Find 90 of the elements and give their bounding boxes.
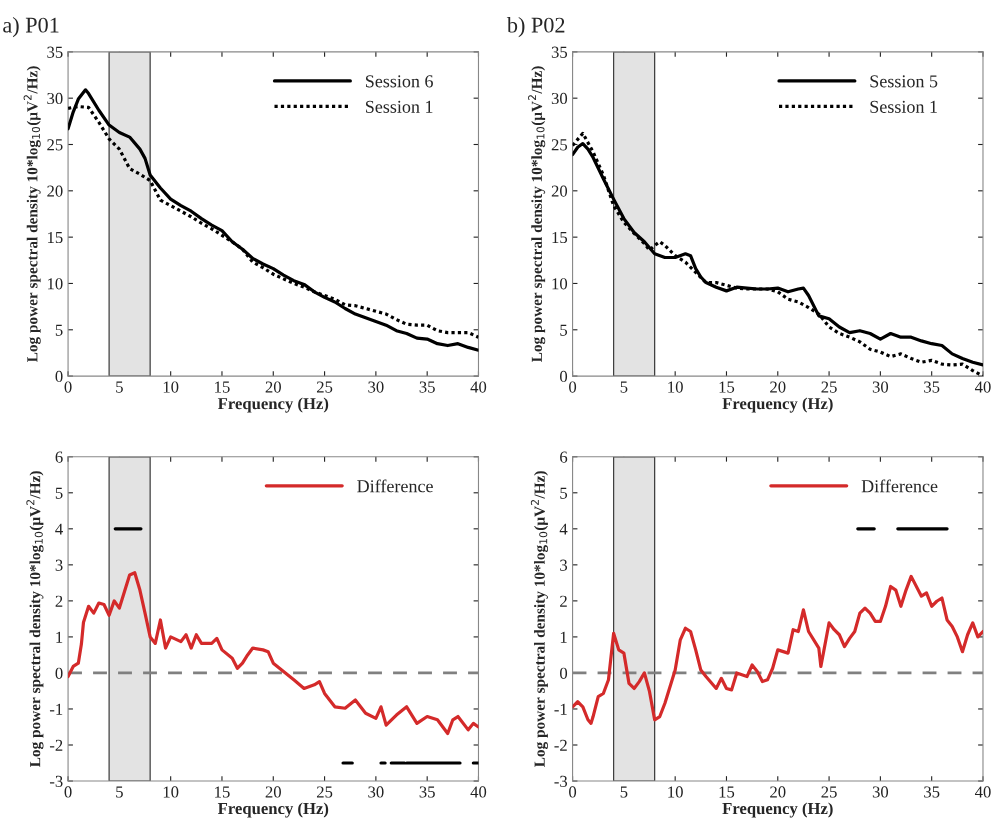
y-tick-label: -3 (554, 775, 568, 787)
y-axis-title: Log power spectral density 10*log$_{10}$(μV$^{2}$/Hz) (23, 66, 41, 363)
chart-title: a) P01 (3, 16, 59, 38)
y-tick-label: 10 (48, 278, 63, 290)
y-tick-label: 0 (560, 667, 568, 679)
x-tick-label: 35 (924, 786, 940, 798)
y-tick-label: 5 (55, 324, 63, 336)
legend-label: Difference (357, 479, 433, 493)
y-tick-label: 0 (55, 667, 63, 679)
y-axis-title: Log power spectral density 10*log$_{10}$(μV$^{2}$/Hz) (530, 471, 549, 767)
x-axis-title: Frequency (Hz) (722, 397, 833, 413)
y-tick-label: 20 (551, 185, 568, 197)
x-tick-label: 0 (569, 786, 577, 798)
y-tick-label: 4 (55, 523, 63, 535)
x-axis-title: Frequency (Hz) (217, 802, 329, 818)
y-tick-label: 2 (560, 595, 567, 607)
y-tick-label: 5 (560, 487, 568, 499)
y-tick-label: -2 (554, 739, 567, 751)
y-tick-label: 3 (55, 559, 63, 571)
y-tick-label: 10 (552, 278, 568, 290)
y-tick-label: -1 (49, 703, 63, 715)
x-tick-label: 20 (265, 381, 281, 393)
y-tick-label: 4 (559, 523, 568, 535)
x-tick-label: 25 (821, 786, 837, 798)
x-tick-label: 0 (569, 381, 577, 393)
y-tick-label: 15 (552, 231, 568, 244)
y-tick-label: 30 (551, 92, 568, 105)
y-axis-title: Log power spectral density 10*log$_{10}$(μV$^{2}$/Hz) (26, 471, 44, 767)
x-tick-label: 10 (163, 381, 179, 393)
y-tick-label: 0 (560, 370, 568, 383)
x-tick-label: 15 (215, 381, 230, 393)
y-tick-label: 20 (47, 185, 63, 197)
chart-title: b) P02 (506, 16, 565, 38)
x-tick-label: 40 (974, 381, 991, 393)
y-tick-label: 1 (56, 631, 63, 643)
x-tick-label: 15 (719, 381, 735, 393)
y-tick-label: 1 (560, 631, 567, 643)
x-tick-label: 30 (368, 786, 384, 798)
x-tick-label: 30 (368, 381, 384, 393)
x-tick-label: 0 (64, 381, 72, 393)
y-tick-label: 5 (560, 324, 568, 336)
x-tick-label: 25 (316, 381, 333, 393)
y-tick-label: 2 (55, 595, 63, 607)
y-tick-label: 25 (551, 139, 568, 151)
x-tick-label: 15 (215, 786, 230, 798)
y-tick-label: 15 (48, 231, 63, 244)
x-tick-label: 5 (116, 786, 123, 798)
x-tick-label: 35 (419, 786, 435, 798)
legend-label: Session 6 (365, 75, 433, 88)
x-tick-label: 40 (974, 786, 991, 798)
x-tick-label: 35 (924, 381, 940, 393)
y-tick-label: 0 (55, 370, 63, 383)
y-tick-label: 6 (55, 451, 63, 463)
x-tick-label: 10 (163, 786, 179, 798)
y-tick-label: 35 (47, 46, 63, 58)
x-tick-label: 35 (419, 381, 435, 393)
x-tick-label: 20 (770, 381, 786, 393)
x-tick-label: 25 (316, 786, 333, 798)
line-series (572, 574, 983, 725)
y-tick-label: -2 (49, 739, 63, 751)
y-tick-label: 3 (560, 559, 568, 571)
y-tick-label: 35 (551, 46, 568, 58)
x-tick-label: 10 (668, 381, 683, 393)
y-tick-label: 30 (47, 92, 63, 105)
legend-label: Session 1 (870, 100, 937, 113)
x-tick-label: 5 (116, 381, 123, 393)
x-tick-label: 40 (470, 786, 487, 798)
x-tick-label: 0 (64, 786, 72, 798)
x-tick-label: 40 (470, 381, 487, 393)
legend-label: Session 1 (365, 100, 433, 113)
x-tick-label: 25 (821, 381, 837, 393)
y-tick-label: -1 (554, 703, 567, 715)
y-axis-title: Log power spectral density 10*log$_{10}$(μV$^{2}$/Hz) (528, 66, 546, 363)
line-series (68, 571, 479, 736)
legend-label: Session 5 (870, 75, 938, 88)
x-tick-label: 10 (668, 786, 683, 798)
y-tick-label: -3 (49, 775, 63, 787)
x-axis-title: Frequency (Hz) (217, 397, 329, 413)
y-tick-label: 6 (560, 451, 568, 463)
x-tick-label: 15 (719, 786, 735, 798)
x-tick-label: 5 (620, 381, 628, 393)
x-tick-label: 30 (872, 786, 889, 798)
x-tick-label: 5 (620, 786, 628, 798)
x-tick-label: 20 (770, 786, 786, 798)
x-tick-label: 20 (265, 786, 281, 798)
x-tick-label: 30 (872, 381, 889, 393)
x-axis-title: Frequency (Hz) (722, 802, 833, 818)
y-tick-label: 25 (47, 139, 63, 151)
y-tick-label: 5 (55, 487, 63, 499)
legend-label: Difference (861, 479, 938, 493)
